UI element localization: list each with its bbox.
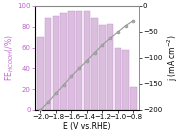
Bar <box>60 13 67 110</box>
Bar <box>76 11 83 110</box>
Bar <box>99 25 106 110</box>
Bar <box>84 11 90 110</box>
Bar <box>68 11 75 110</box>
Bar <box>122 50 129 110</box>
Bar <box>37 37 44 110</box>
Bar <box>107 24 113 110</box>
Bar <box>91 18 98 110</box>
Bar <box>45 18 51 110</box>
Bar <box>53 16 59 110</box>
Bar <box>130 87 137 110</box>
Y-axis label: FE$_{HCOOH}$(/%): FE$_{HCOOH}$(/%) <box>3 35 16 81</box>
X-axis label: E (V vs.RHE): E (V vs.RHE) <box>63 122 111 131</box>
Y-axis label: j (mA cm$^{-2}$): j (mA cm$^{-2}$) <box>165 35 180 81</box>
Bar <box>115 48 121 110</box>
